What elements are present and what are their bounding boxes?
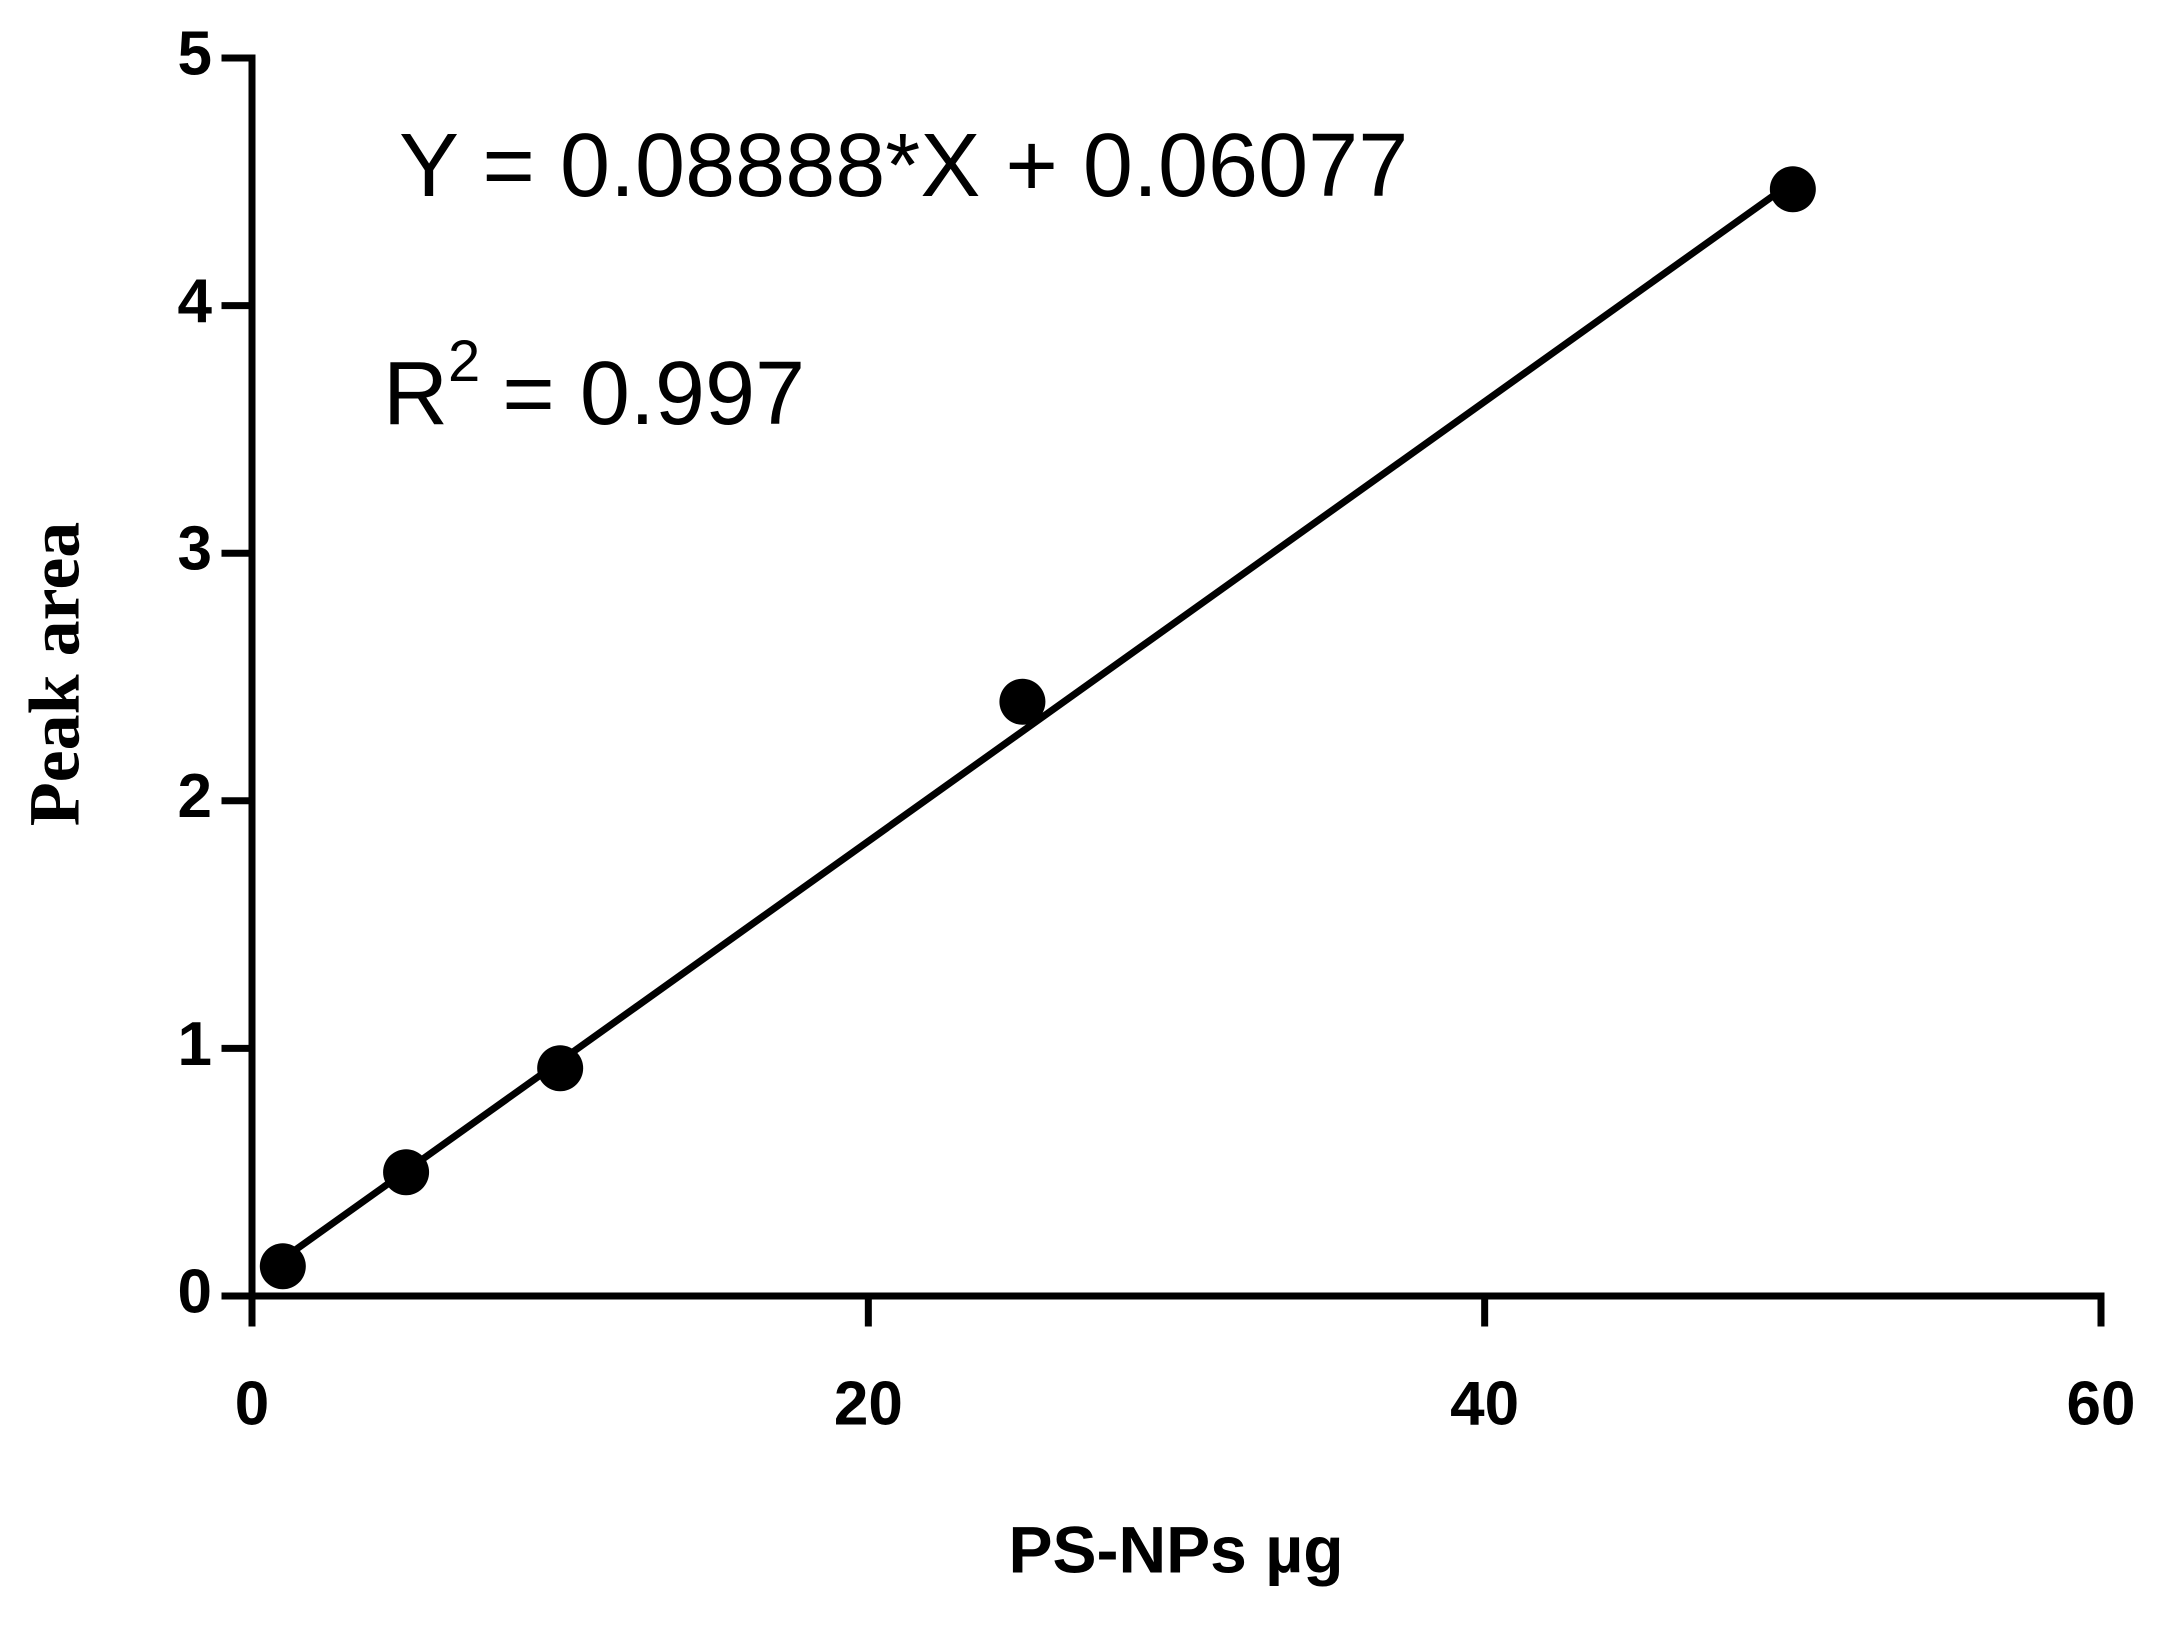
r-squared: R2 = 0.997 xyxy=(383,329,805,443)
x-tick-label: 40 xyxy=(1450,1369,1519,1438)
fit-line xyxy=(280,178,1795,1262)
x-tick-label: 60 xyxy=(2067,1369,2136,1438)
r-rest: = 0.997 xyxy=(502,344,805,444)
y-tick-label: 3 xyxy=(178,515,212,584)
x-axis-title: PS-NPs µg xyxy=(1008,1512,1343,1586)
r-base: R xyxy=(383,344,448,444)
y-tick-label: 1 xyxy=(178,1010,212,1079)
y-tick-label: 5 xyxy=(178,19,212,88)
point xyxy=(259,1243,306,1290)
y-axis-title: Peak area xyxy=(15,522,95,827)
r-sup: 2 xyxy=(448,329,480,394)
y-tick-label: 2 xyxy=(178,762,212,831)
y-tick-label: 0 xyxy=(178,1257,212,1326)
equation: Y = 0.08888*X + 0.06077 xyxy=(399,116,1408,216)
point xyxy=(383,1149,430,1196)
point xyxy=(999,678,1046,725)
point xyxy=(1769,166,1816,213)
x-tick-label: 0 xyxy=(235,1369,269,1438)
point xyxy=(537,1045,584,1092)
y-tick-label: 4 xyxy=(178,267,213,336)
x-tick-label: 20 xyxy=(834,1369,903,1438)
